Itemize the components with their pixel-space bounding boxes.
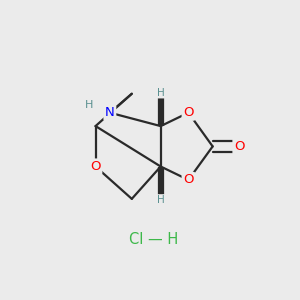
- Text: Cl — H: Cl — H: [129, 232, 178, 247]
- Text: H: H: [157, 88, 165, 98]
- Text: H: H: [84, 100, 93, 110]
- Text: H: H: [157, 195, 165, 205]
- Text: O: O: [234, 140, 244, 153]
- Text: O: O: [183, 106, 194, 119]
- Text: N: N: [105, 106, 115, 119]
- Text: O: O: [90, 160, 101, 173]
- Text: O: O: [183, 173, 194, 186]
